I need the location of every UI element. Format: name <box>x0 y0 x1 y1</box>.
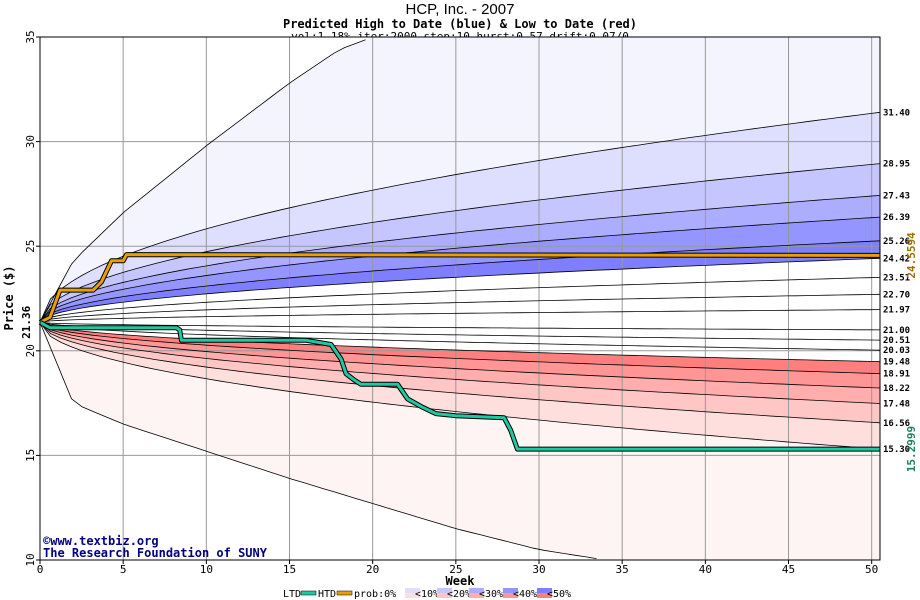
htd-end-label: 24.5594 <box>905 232 918 279</box>
legend-swatch-red-0 <box>405 593 420 598</box>
blue-band-4 <box>40 217 880 323</box>
quantile-line <box>39 321 881 331</box>
legend-swatch-blue-1 <box>437 588 452 593</box>
median-band <box>40 258 880 362</box>
y-axis-label: Price ($) <box>2 265 16 330</box>
x-tick-label: 35 <box>616 563 629 576</box>
legend-prob-4-label: <40% <box>513 589 537 600</box>
quantile-value-label: 23.51 <box>883 273 910 283</box>
x-tick-label: 50 <box>865 563 878 576</box>
legend-htd-swatch <box>336 590 353 596</box>
blue-band-2 <box>40 163 880 323</box>
start-price-label: 21.36 <box>20 305 33 338</box>
chart-subtitle: Predicted High to Date (blue) & Low to D… <box>282 17 637 31</box>
y-tick-label: 35 <box>24 30 37 43</box>
legend-ltd-swatch <box>300 590 317 596</box>
legend-ltd-label: LTD <box>283 589 301 600</box>
x-tick-label: 25 <box>449 563 462 576</box>
legend-swatch-red-2 <box>469 593 484 598</box>
legend-prob-label: prob:0% <box>354 589 396 600</box>
quantile-line <box>39 257 881 323</box>
x-tick-label: 20 <box>366 563 379 576</box>
plot-frame <box>39 36 881 561</box>
legend-swatch-blue-4 <box>537 588 552 593</box>
legend-swatch-red-4 <box>537 593 552 598</box>
x-tick-label: 0 <box>37 563 44 576</box>
quantile-value-label: 25.26 <box>883 237 910 247</box>
watermark-org: The Research Foundation of SUNY <box>43 546 268 560</box>
ltd-series-line <box>39 320 880 451</box>
quantile-value-label: 16.56 <box>883 419 910 429</box>
y-tick-label: 30 <box>24 135 37 148</box>
legend-swatch-red-1 <box>437 593 452 598</box>
quantile-value-label: 20.03 <box>883 346 910 356</box>
y-tick-label: 10 <box>24 553 37 566</box>
quantile-value-label: 31.40 <box>883 108 910 118</box>
ltd-end-label: 15.2999 <box>905 426 918 472</box>
legend-swatch-blue-0 <box>405 588 420 593</box>
quantile-line <box>39 277 881 323</box>
legend-prob-1-label: <10% <box>415 589 439 600</box>
quantile-value-label: 17.48 <box>883 400 910 410</box>
y-tick-label: 20 <box>24 344 37 357</box>
quantile-line <box>39 322 881 424</box>
watermark-site: ©www.textbiz.org <box>43 534 159 548</box>
y-tick-label: 15 <box>24 449 37 462</box>
red-band-0 <box>40 322 880 560</box>
x-tick-label: 45 <box>782 563 795 576</box>
lower-bound-line <box>39 322 597 559</box>
legend-prob-3-label: <30% <box>479 589 503 600</box>
blue-band-0 <box>40 37 880 323</box>
legend-htd-label: HTD <box>318 589 336 600</box>
quantile-line <box>39 309 881 323</box>
quantile-value-label: 22.70 <box>883 290 910 300</box>
quantile-value-label: 15.30 <box>883 445 910 455</box>
quantile-line <box>39 195 881 323</box>
x-tick-label: 15 <box>283 563 296 576</box>
quantile-line <box>39 321 881 374</box>
legend-swatch-red-3 <box>503 593 518 598</box>
quantile-value-label: 21.00 <box>883 326 910 336</box>
red-band-1 <box>40 322 880 450</box>
quantile-value-label: 24.42 <box>883 254 910 264</box>
quantile-value-label: 21.97 <box>883 306 910 316</box>
x-tick-label: 30 <box>532 563 545 576</box>
red-band-4 <box>40 322 880 388</box>
x-axis-label: Week <box>446 574 476 588</box>
legend-swatch-blue-3 <box>503 588 518 593</box>
quantile-line <box>39 163 881 323</box>
quantile-value-label: 28.95 <box>883 160 910 170</box>
red-band-3 <box>40 322 880 404</box>
quantile-line <box>39 321 881 389</box>
quantile-value-label: 26.39 <box>883 213 910 223</box>
quantile-line <box>39 321 881 404</box>
legend-swatch-blue-2 <box>469 588 484 593</box>
x-tick-label: 40 <box>699 563 712 576</box>
x-tick-label: 5 <box>120 563 127 576</box>
htd-series-line <box>39 253 881 324</box>
chart-title: HCP, Inc. - 2007 <box>405 1 515 18</box>
quantile-line <box>39 216 881 323</box>
quantile-value-label: 27.43 <box>883 191 910 201</box>
quantile-value-label: 18.22 <box>883 384 910 394</box>
red-band-2 <box>40 322 880 423</box>
blue-band-5 <box>40 240 880 323</box>
quantile-value-label: 18.91 <box>883 370 910 380</box>
quantile-line <box>39 322 881 450</box>
legend-prob-2-label: <20% <box>447 589 471 600</box>
blue-band-3 <box>40 195 880 323</box>
quantile-value-label: 20.51 <box>883 336 910 346</box>
quantile-line <box>39 111 881 323</box>
y-tick-label: 25 <box>24 240 37 253</box>
quantile-value-label: 19.48 <box>883 358 910 368</box>
quantile-line <box>39 293 881 323</box>
legend-prob-5-label: <50% <box>547 589 571 600</box>
upper-bound-line <box>39 39 366 323</box>
blue-band-1 <box>40 112 880 323</box>
red-band-5 <box>40 322 880 374</box>
x-tick-label: 10 <box>200 563 213 576</box>
quantile-line <box>39 240 881 323</box>
